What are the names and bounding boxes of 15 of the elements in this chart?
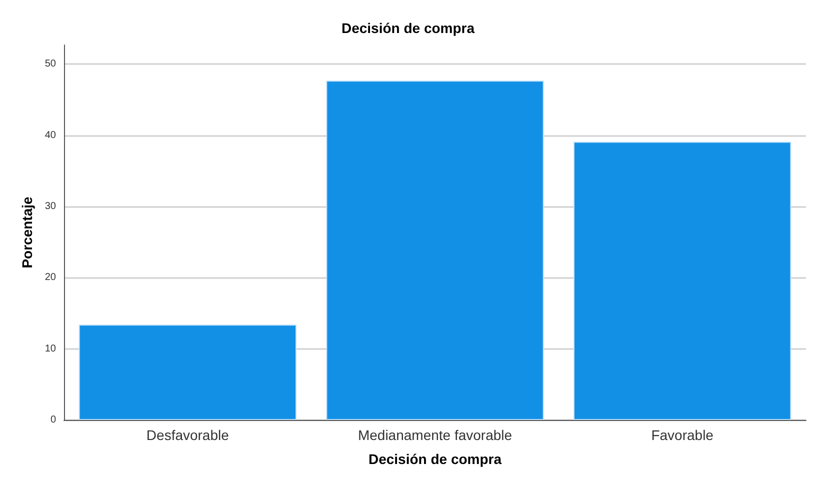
y-axis-title: Porcentaje	[18, 196, 35, 268]
bar	[326, 80, 544, 420]
y-tick-label: 30	[44, 201, 56, 212]
bar	[574, 142, 792, 420]
y-tick-label: 0	[50, 414, 56, 426]
bar	[78, 324, 296, 420]
y-tick-label: 50	[44, 58, 56, 70]
x-tick-label: Medianamente favorable	[358, 427, 512, 443]
chart-title: Decisión de compra	[341, 20, 475, 36]
y-tick-label: 10	[44, 343, 56, 354]
x-tick-label: Desfavorable	[146, 427, 230, 443]
x-axis-title: Decisión de compra	[368, 451, 502, 467]
y-tick-label: 20	[44, 272, 56, 284]
y-tick-label: 40	[44, 130, 56, 141]
x-tick-label: Favorable	[651, 427, 714, 443]
